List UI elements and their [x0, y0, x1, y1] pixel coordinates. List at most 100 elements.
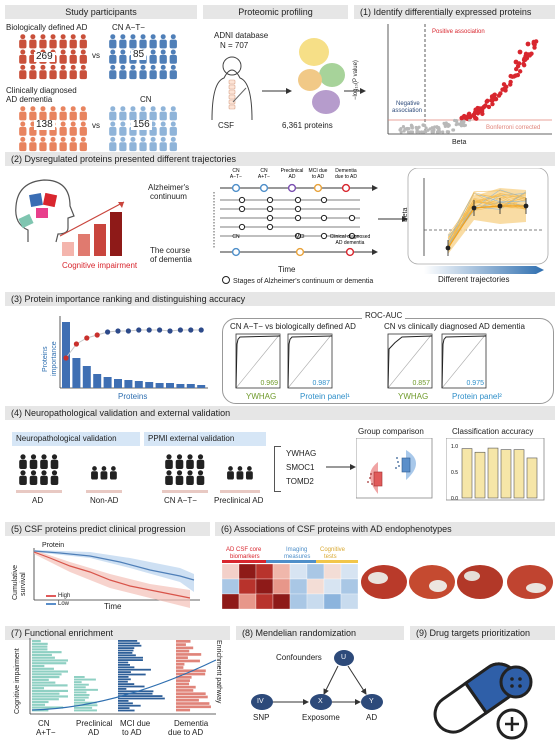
vs-1: vs: [92, 51, 100, 60]
enrichment-bar: [118, 685, 145, 688]
stage-marker: [341, 183, 351, 193]
person-icon: [39, 136, 47, 152]
volcano-plot: [387, 24, 552, 135]
person-icon: [69, 49, 77, 64]
person-icon: [91, 466, 98, 480]
importance-point: [167, 328, 173, 334]
enrichment-bar: [74, 699, 86, 702]
heatmap-cell: [222, 563, 240, 580]
continuum-label-1: Alzheimer's: [148, 183, 190, 192]
person-icons: [165, 454, 205, 485]
visit-marker: [348, 232, 356, 240]
stage-label: AD: [289, 174, 296, 180]
vs-2: vs: [92, 121, 100, 130]
heatmap-cell: [255, 563, 274, 580]
person-icon: [109, 49, 117, 64]
arrow-head: [372, 185, 378, 191]
importance-x-label: Proteins: [118, 392, 148, 401]
heatmap-cell: [306, 593, 325, 610]
trajectory-line: [447, 192, 527, 240]
person-icon: [19, 470, 27, 485]
person-icon: [69, 121, 77, 136]
volcano-point: [479, 108, 485, 114]
person-icon: [109, 136, 117, 152]
heatmap-cell: [323, 593, 342, 610]
enrichment-bar: [74, 694, 90, 696]
csf-core-strip: [222, 560, 266, 563]
importance-point: [198, 327, 204, 333]
volcano-point: [475, 111, 481, 116]
ppmi-preclinical-label: Preclinical AD: [214, 496, 264, 505]
visit-marker: [294, 232, 302, 240]
enrichment-bar: [74, 678, 96, 681]
course-marker: [295, 247, 305, 257]
person-icon: [29, 136, 37, 152]
enrichment-trend-curve: [31, 659, 217, 711]
ad-underline: [16, 490, 62, 493]
header-study: Study participants: [5, 5, 197, 19]
enrichment-bar: [118, 661, 129, 664]
volcano-point: [419, 130, 424, 134]
heatmap-cell: [238, 593, 257, 610]
person-icon: [159, 106, 167, 121]
volcano-point: [461, 113, 467, 119]
enrichment-bar: [32, 662, 67, 665]
enrichment-bar: [118, 690, 154, 693]
heatmap-cell: [323, 563, 342, 580]
heatmap-cell: [289, 578, 308, 595]
person-icons: [91, 466, 117, 480]
volcano-point: [513, 59, 519, 65]
group-comparison-title: Group comparison: [358, 427, 424, 436]
volcano-point: [493, 96, 499, 102]
enrichment-bar: [176, 698, 199, 702]
stage-label: A+T−: [258, 174, 270, 180]
roc-label-4: Protein panel²: [452, 392, 502, 401]
person-icon: [129, 106, 137, 121]
person-icon: [175, 470, 184, 485]
enrichment-bar: [74, 688, 98, 691]
enrichment-bar: [176, 692, 206, 696]
enrichment-bar: [118, 649, 134, 652]
mendelian-diagram: [251, 650, 383, 710]
person-icon: [169, 64, 177, 80]
volcano-point: [406, 130, 411, 134]
header-neuro: (4) Neuropathological validation and ext…: [5, 406, 555, 420]
enrichment-bar: [74, 676, 85, 678]
heatmap-cell: [272, 563, 291, 580]
person-icon: [139, 136, 147, 152]
person-icon: [169, 49, 177, 64]
heatmap-cell: [323, 578, 342, 595]
person-icon: [165, 470, 173, 485]
low-ci-band: [34, 550, 194, 592]
person-icon: [59, 136, 67, 152]
person-icon: [139, 34, 147, 49]
mean-point: [445, 245, 451, 251]
enrichment-bar: [118, 652, 133, 654]
volcano-point: [398, 128, 402, 132]
clin-ad-label-1: Clinically diagnosed: [6, 86, 77, 95]
visit-marker: [266, 223, 274, 231]
enrichment-bar: [32, 687, 45, 690]
enrichment-bar: [74, 681, 82, 684]
stage-marker: [259, 183, 269, 193]
enrichment-bar: [176, 708, 191, 712]
person-icon: [119, 49, 127, 64]
person-icon: [59, 106, 67, 121]
enrichment-bar: [74, 709, 97, 712]
negative-association-1: Negative: [396, 101, 420, 107]
imaging-label-1: Imaging: [286, 547, 308, 553]
class-bar: [500, 449, 512, 499]
importance-bar: [166, 383, 174, 388]
high-legend-icon: [46, 595, 56, 597]
continuum-label-2: continuum: [150, 192, 187, 201]
stage-label: Dementia: [335, 168, 357, 174]
cn-count: 156: [131, 119, 152, 130]
volcano-point: [501, 82, 507, 87]
person-icon: [40, 454, 48, 469]
bonferroni-label: Bonferroni corrected: [486, 125, 541, 131]
person-icon: [39, 106, 47, 121]
proteins-count: 6,361 proteins: [282, 121, 333, 130]
roc-label-1: YWHAG: [246, 392, 277, 401]
importance-bar: [197, 385, 206, 388]
adni-n: N = 707: [220, 41, 249, 50]
